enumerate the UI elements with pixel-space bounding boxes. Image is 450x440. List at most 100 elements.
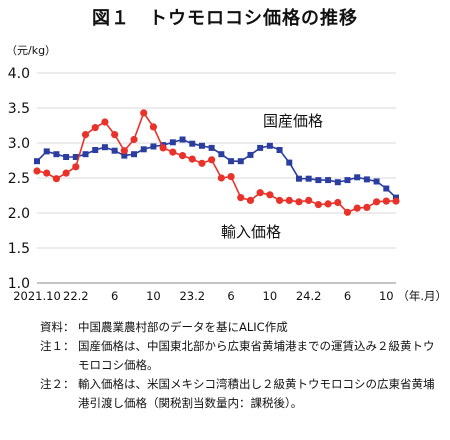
data-point-circle: [343, 208, 352, 216]
data-point-square: [34, 158, 40, 165]
data-point-circle: [256, 189, 264, 197]
note-1-label: 注１：: [40, 339, 75, 353]
data-point-circle: [382, 197, 390, 205]
data-point-square: [247, 151, 254, 158]
data-point-square: [179, 136, 186, 143]
data-point-square: [63, 154, 70, 160]
notes: 資料： 中国農業農村部のデータを基にALIC作成 注１： 国産価格は、中国東北部…: [40, 318, 445, 413]
data-point-circle: [246, 196, 255, 204]
data-point-square: [315, 177, 322, 184]
y-tick-label: 3.0: [8, 136, 30, 152]
data-point-square: [53, 151, 60, 158]
note-2: 注２： 輸入価格は、米国メキシコ湾積出し２級黄トウモロコシの広東省黄埔港引渡し価…: [40, 375, 445, 413]
data-point-circle: [363, 203, 371, 211]
data-point-circle: [314, 201, 322, 209]
data-point-circle: [266, 191, 274, 199]
y-tick-label: 3.5: [8, 101, 30, 117]
data-point-square: [363, 176, 370, 183]
data-point-square: [101, 144, 108, 151]
data-point-square: [121, 152, 128, 159]
y-tick-label: 1.0: [8, 276, 30, 292]
data-point-square: [208, 144, 215, 151]
y-tick-label: 2.5: [8, 171, 30, 187]
data-point-circle: [52, 175, 61, 183]
y-tick-label: 4.0: [8, 66, 30, 82]
data-point-circle: [178, 152, 187, 160]
data-point-circle: [149, 123, 158, 131]
data-point-square: [169, 139, 176, 146]
data-point-square: [266, 142, 273, 149]
y-tick-label: 1.5: [8, 241, 30, 257]
x-tick-label: 6: [344, 289, 351, 303]
data-point-circle: [334, 198, 342, 207]
data-point-circle: [392, 197, 400, 205]
data-point-square: [72, 154, 79, 160]
data-point-square: [257, 144, 264, 151]
data-point-circle: [237, 194, 245, 202]
data-point-circle: [120, 147, 128, 155]
data-point-square: [305, 175, 312, 182]
data-point-circle: [227, 173, 235, 181]
data-point-square: [237, 158, 244, 165]
data-point-circle: [62, 169, 70, 177]
data-point-circle: [305, 196, 313, 204]
data-point-square: [295, 175, 302, 182]
data-point-circle: [208, 156, 216, 164]
data-point-circle: [33, 167, 41, 175]
x-tick-label: 10: [379, 289, 394, 303]
data-point-circle: [91, 124, 99, 132]
x-tick-label: 10: [263, 289, 278, 303]
data-point-circle: [159, 144, 167, 152]
data-point-square: [334, 179, 341, 186]
data-point-circle: [295, 198, 303, 206]
data-point-square: [131, 151, 138, 158]
data-point-circle: [285, 196, 293, 204]
data-point-square: [140, 146, 147, 153]
data-point-circle: [81, 131, 90, 139]
data-point-square: [150, 143, 157, 150]
x-tick-label: 24.2: [296, 289, 322, 303]
note-source-label: 資料：: [40, 320, 75, 334]
chart-title: 図１ トウモロコシ価格の推移: [92, 8, 358, 29]
data-point-square: [228, 158, 235, 165]
data-point-square: [373, 178, 380, 185]
x-tick-label: 6: [227, 289, 234, 303]
data-point-square: [218, 151, 225, 158]
x-tick-label: 22.2: [63, 289, 89, 303]
x-tick-label: 6: [111, 289, 118, 303]
series-label-domestic: 国産価格: [263, 112, 323, 130]
data-point-circle: [140, 109, 148, 117]
note-1: 注１： 国産価格は、中国東北部から広東省黄埔港までの運賃込み２級黄トウモロコシ価…: [40, 337, 445, 375]
data-point-circle: [188, 155, 196, 163]
data-point-circle: [43, 169, 51, 177]
data-point-circle: [372, 198, 381, 206]
data-point-square: [325, 177, 332, 184]
data-point-square: [82, 151, 89, 158]
data-point-square: [383, 185, 390, 192]
x-tick-label: 10: [146, 289, 161, 303]
series-label-import: 輸入価格: [221, 223, 281, 241]
x-axis-unit: （年.月）: [397, 289, 447, 303]
data-point-circle: [72, 163, 80, 171]
data-point-circle: [198, 159, 206, 167]
note-2-text: 輸入価格は、米国メキシコ湾積出し２級黄トウモロコシの広東省黄埔港引渡し価格（関税…: [78, 377, 435, 410]
data-point-square: [111, 147, 118, 154]
data-point-square: [286, 159, 293, 166]
data-point-circle: [169, 148, 177, 156]
data-point-circle: [130, 135, 138, 144]
data-point-circle: [275, 196, 284, 204]
x-tick-label: 23.2: [179, 289, 205, 303]
series-line-2: [36, 111, 396, 214]
data-point-circle: [111, 131, 119, 139]
x-tick-label: 2021.10: [13, 289, 61, 303]
note-source-text: 中国農業農村部のデータを基にALIC作成: [78, 320, 288, 334]
data-point-square: [43, 148, 50, 155]
data-point-square: [354, 174, 361, 181]
data-point-square: [92, 147, 99, 153]
data-point-square: [198, 142, 205, 149]
data-point-circle: [101, 118, 109, 126]
data-point-square: [344, 177, 351, 184]
note-source: 資料： 中国農業農村部のデータを基にALIC作成: [40, 318, 445, 337]
y-axis-unit: （元/kg）: [6, 44, 57, 57]
data-point-square: [276, 147, 283, 153]
